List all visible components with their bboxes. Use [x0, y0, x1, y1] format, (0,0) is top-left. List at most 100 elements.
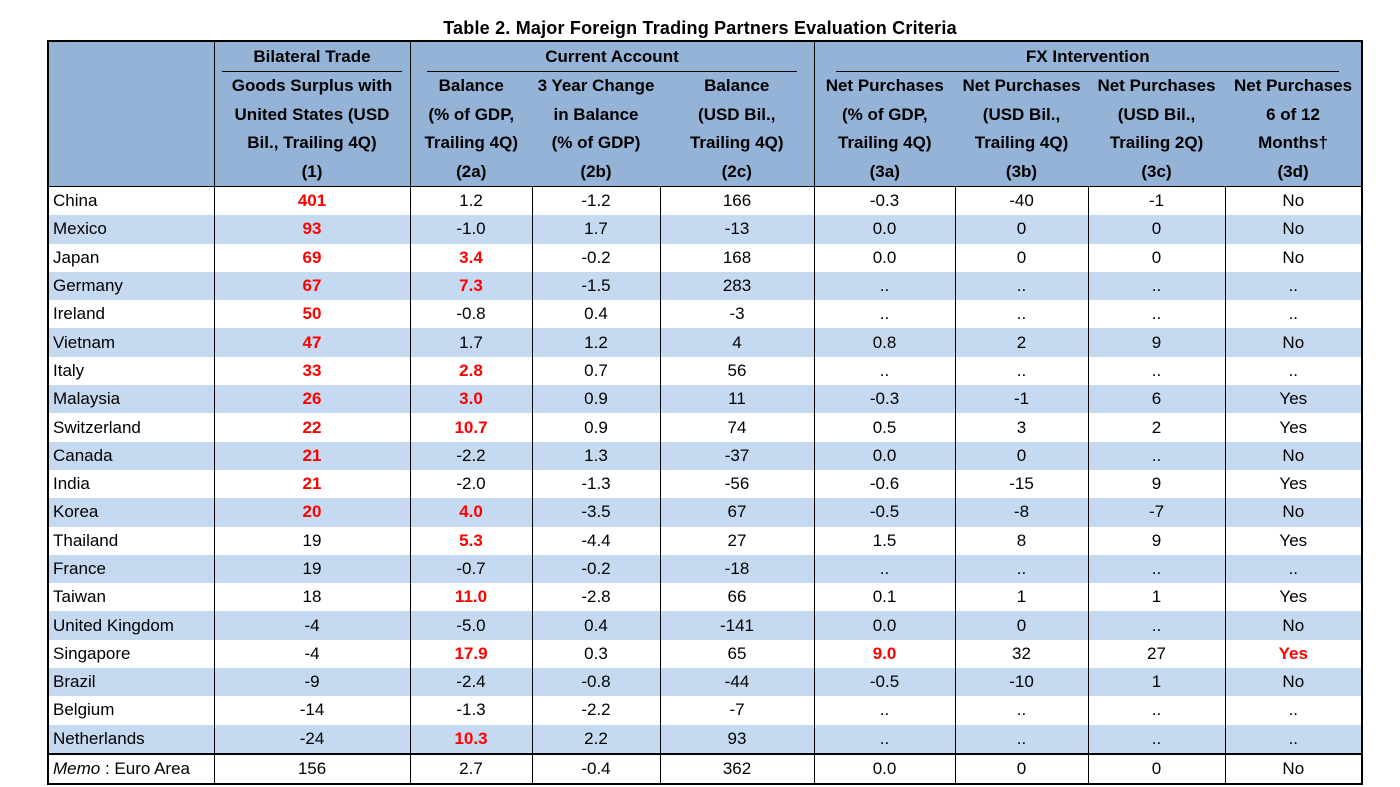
value-cell: -0.8	[410, 300, 533, 329]
country-cell: Ireland	[48, 300, 215, 329]
value-cell: 7.3	[410, 271, 533, 301]
evaluation-criteria-table: Bilateral Trade Current Account FX Inter…	[47, 40, 1364, 786]
value-cell: 93	[660, 724, 815, 754]
value-cell: ..	[814, 356, 956, 386]
value-cell: -13	[660, 215, 815, 244]
value-cell: ..	[1225, 271, 1363, 301]
value-cell: 20	[214, 498, 411, 527]
group-header-bilateral: Bilateral Trade	[214, 41, 411, 72]
value-cell: ..	[814, 554, 956, 584]
corner-header	[48, 41, 215, 187]
value-cell: -0.5	[814, 498, 956, 527]
value-cell: 9	[1088, 328, 1226, 357]
value-cell: 0	[955, 611, 1089, 640]
value-cell: -2.0	[410, 469, 533, 499]
table-row: Brazil -9 -2.4 -0.8 -44 -0.5 -10 1 No	[48, 668, 1363, 697]
value-cell: -7	[660, 696, 815, 725]
column-header-line: Net Purchases	[1097, 76, 1216, 95]
table-row: China 401 1.2 -1.2 166 -0.3 -40 -1 No	[48, 186, 1363, 216]
value-cell: 2.8	[410, 356, 533, 386]
value-cell: 17.9	[410, 639, 533, 669]
column-header-line: (% of GDP,	[841, 104, 928, 124]
value-cell: 1	[955, 583, 1089, 612]
value-cell: -15	[955, 469, 1089, 499]
value-cell: 0.8	[814, 328, 956, 357]
column-header-line: (USD Bil.,	[1117, 104, 1196, 124]
value-cell: 0.5	[814, 413, 956, 442]
country-cell: Germany	[48, 271, 215, 301]
value-cell: 11	[660, 385, 815, 414]
value-cell: 168	[660, 243, 815, 272]
country-cell: Thailand	[48, 526, 215, 555]
value-cell: ..	[1225, 724, 1363, 754]
value-cell: 0.3	[532, 639, 661, 669]
memo-label-cell: Memo : Euro Area	[48, 752, 215, 785]
value-cell: 0	[1088, 752, 1226, 785]
value-cell: 1.3	[532, 441, 661, 470]
value-cell: Yes	[1225, 639, 1363, 669]
value-cell: -4.4	[532, 526, 661, 555]
value-cell: -0.5	[814, 668, 956, 697]
column-header: Net Purchases 6 of 12 Months† (3d)	[1225, 72, 1363, 187]
value-cell: ..	[814, 724, 956, 754]
table-row: Mexico 93 -1.0 1.7 -13 0.0 0 0 No	[48, 215, 1363, 244]
table-row: Taiwan 18 11.0 -2.8 66 0.1 1 1 Yes	[48, 583, 1363, 612]
value-cell: ..	[955, 300, 1089, 329]
value-cell: -37	[660, 441, 815, 470]
value-cell: 1.7	[532, 215, 661, 244]
country-cell: Mexico	[48, 215, 215, 244]
column-header-line: Months†	[1258, 133, 1328, 152]
value-cell: ..	[955, 554, 1089, 584]
column-header-line: Net Purchases	[962, 76, 1081, 95]
value-cell: 9	[1088, 526, 1226, 555]
value-cell: No	[1225, 243, 1363, 272]
value-cell: 1.2	[410, 186, 533, 216]
column-header-line: 6 of 12	[1266, 104, 1320, 124]
value-cell: ..	[955, 696, 1089, 725]
value-cell: 0.9	[532, 385, 661, 414]
value-cell: -1.3	[532, 469, 661, 499]
value-cell: -9	[214, 668, 411, 697]
country-cell: Malaysia	[48, 385, 215, 414]
table-row: Thailand 19 5.3 -4.4 27 1.5 8 9 Yes	[48, 526, 1363, 555]
column-header-line: Trailing 4Q)	[689, 133, 784, 152]
column-header-line: (1)	[301, 161, 323, 181]
column-header-line: Net Purchases	[825, 76, 944, 95]
value-cell: 56	[660, 356, 815, 386]
value-cell: 93	[214, 215, 411, 244]
country-cell: China	[48, 186, 215, 216]
value-cell: -14	[214, 696, 411, 725]
value-cell: -0.3	[814, 186, 956, 216]
table-row: Korea 20 4.0 -3.5 67 -0.5 -8 -7 No	[48, 498, 1363, 527]
value-cell: 1.5	[814, 526, 956, 555]
column-header-line: (% of GDP,	[428, 104, 515, 124]
value-cell: -1.0	[410, 215, 533, 244]
value-cell: 19	[214, 554, 411, 584]
value-cell: ..	[814, 300, 956, 329]
country-cell: Switzerland	[48, 413, 215, 442]
value-cell: 0	[955, 752, 1089, 785]
value-cell: -2.2	[410, 441, 533, 470]
value-cell: -7	[1088, 498, 1226, 527]
value-cell: No	[1225, 498, 1363, 527]
value-cell: 3.0	[410, 385, 533, 414]
column-header-line: (USD Bil.,	[698, 104, 776, 124]
value-cell: -1	[955, 385, 1089, 414]
column-header-line: (% of GDP)	[551, 133, 641, 152]
value-cell: 0	[955, 243, 1089, 272]
table-row: Japan 69 3.4 -0.2 168 0.0 0 0 No	[48, 243, 1363, 272]
value-cell: -3.5	[532, 498, 661, 527]
column-header: Balance (% of GDP, Trailing 4Q) (2a)	[410, 72, 532, 187]
value-cell: -2.8	[532, 583, 661, 612]
column-header-line: Trailing 4Q)	[424, 133, 519, 152]
value-cell: ..	[1088, 356, 1226, 386]
country-cell: Belgium	[48, 696, 215, 725]
value-cell: -3	[660, 300, 815, 329]
column-header-line: Trailing 4Q)	[838, 133, 932, 152]
value-cell: ..	[955, 356, 1089, 386]
table-row: Ireland 50 -0.8 0.4 -3........	[48, 300, 1363, 329]
value-cell: 5.3	[410, 526, 533, 555]
value-cell: -5.0	[410, 611, 533, 640]
value-cell: ..	[1225, 554, 1363, 584]
country-cell: Singapore	[48, 639, 215, 669]
